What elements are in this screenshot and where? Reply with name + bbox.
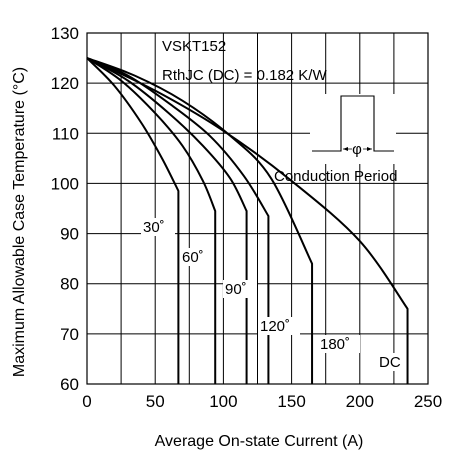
x-tick-label: 150: [277, 392, 305, 411]
x-tick-label: 100: [209, 392, 237, 411]
tick-labels: 0 50 100 150 200 250 60 70 80 90 100 110 120 130: [51, 24, 443, 411]
x-axis-label: Average On-state Current (A): [155, 433, 364, 450]
y-tick-label: 80: [60, 275, 79, 294]
y-tick-label: 70: [60, 325, 79, 344]
y-tick-label: 110: [52, 124, 79, 143]
conduction-period-waveform-icon: φ: [310, 94, 396, 164]
grid: [87, 33, 428, 384]
y-tick-label: 100: [51, 174, 79, 193]
thermal-resistance-annotation: RthJC (DC) = 0.182 K/W: [162, 67, 327, 84]
curve-label-bg: [318, 335, 360, 353]
curve-labels: 30˚ 60˚ 90˚ 120˚ 180˚ DC: [141, 218, 403, 371]
series-line-5: [86, 57, 409, 384]
series-line-2: [86, 57, 248, 384]
x-tick-label: 0: [82, 392, 91, 411]
curve-label: 180˚: [320, 336, 350, 353]
curve-label: 120˚: [260, 318, 290, 335]
curve-label: 90˚: [225, 281, 247, 298]
conduction-period-label: Conduction Period: [274, 168, 397, 185]
curve-label: 30˚: [143, 219, 165, 236]
y-axis-label: Maximum Allowable Case Temperature (°C): [11, 67, 28, 377]
curve-label-bg: [223, 280, 257, 298]
series-line-0: [86, 57, 180, 384]
phi-symbol: φ: [352, 141, 362, 158]
curve-label: DC: [379, 354, 401, 371]
curve-label-bg: [258, 317, 300, 335]
y-tick-label: 130: [51, 24, 79, 43]
y-tick-label: 120: [51, 74, 79, 93]
curve-label-bg: [141, 218, 175, 236]
x-tick-label: 250: [414, 392, 442, 411]
x-tick-label: 200: [346, 392, 374, 411]
curve-label: 60˚: [182, 249, 204, 266]
plot-frame: [86, 32, 429, 385]
curves: [86, 57, 409, 384]
curve-label-bg: [377, 353, 403, 371]
y-tick-label: 90: [60, 225, 79, 244]
series-line-1: [86, 57, 217, 384]
curve-label-bg: [180, 248, 214, 266]
x-tick-label: 50: [146, 392, 165, 411]
series-line-4: [86, 57, 314, 384]
y-tick-label: 60: [60, 375, 79, 394]
series-line-3: [86, 57, 270, 384]
device-name-annotation: VSKT152: [162, 38, 226, 55]
